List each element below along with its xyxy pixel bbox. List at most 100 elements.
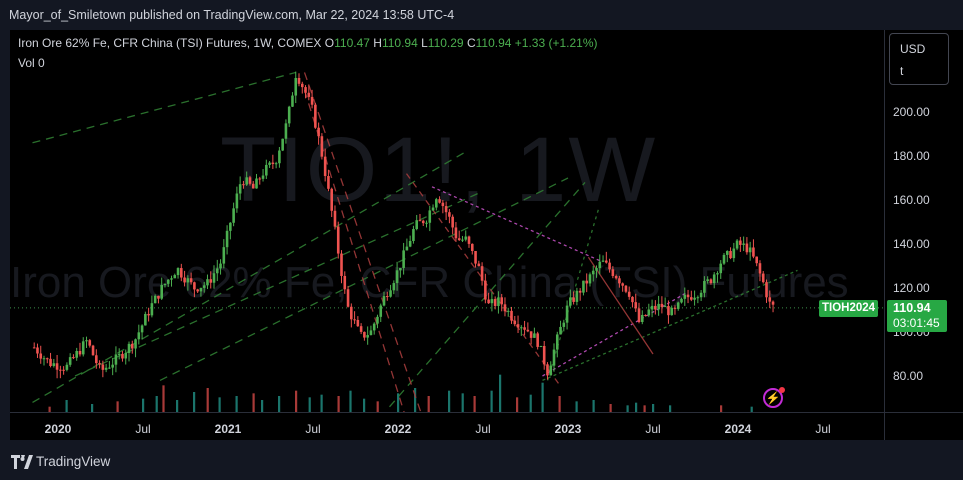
volume-bar (48, 406, 51, 412)
candle-body (251, 183, 255, 189)
candle-body (542, 345, 546, 365)
candle-body (242, 184, 245, 186)
candle-body (196, 289, 199, 292)
candle-body (356, 319, 360, 327)
candle-body (163, 283, 167, 285)
trend-line (159, 177, 569, 381)
candle-body (336, 226, 340, 254)
candle-body (484, 280, 487, 300)
candle-body (78, 350, 82, 355)
candle-body (320, 136, 324, 157)
candle-body (660, 303, 664, 308)
volume-bar (206, 388, 209, 412)
candle-body (451, 216, 454, 228)
candle-body (706, 279, 709, 282)
candle-body (353, 319, 356, 321)
candle-body (108, 367, 111, 369)
candle-body (598, 261, 602, 269)
candle-body (676, 302, 680, 309)
low-label: L (421, 36, 428, 50)
candle-body (199, 287, 203, 292)
volume-value: 0 (38, 56, 45, 70)
candle-body (72, 357, 75, 359)
candle-body (346, 289, 350, 307)
time-tick-label: 2020 (44, 422, 72, 436)
candle-body (153, 295, 157, 304)
candle-body (137, 332, 141, 340)
candle-body (189, 278, 193, 283)
lightning-icon[interactable]: ⚡ (763, 388, 783, 408)
candle-body (516, 324, 520, 328)
volume-legend: Vol 0 (18, 56, 45, 70)
candle-body (144, 313, 147, 326)
candle-body (147, 313, 150, 316)
candle-body (193, 282, 196, 290)
candle-body (202, 285, 206, 288)
candle-body (477, 263, 481, 267)
close-label: C (466, 36, 476, 50)
candle-body (670, 307, 673, 316)
candle-body (399, 267, 402, 271)
volume-bar (162, 385, 165, 412)
candle-body (124, 353, 128, 359)
bar-countdown: 03:01:45 (893, 316, 940, 330)
candle-body (382, 296, 386, 306)
candle-body (722, 254, 726, 264)
candle-body (555, 334, 559, 350)
candle-body (578, 290, 582, 293)
candle-body (62, 369, 65, 371)
candle-body (45, 358, 49, 360)
volume-bar (461, 393, 464, 412)
candle-body (359, 326, 363, 332)
candle-body (497, 297, 500, 306)
volume-bar (592, 400, 595, 412)
candle-body (130, 343, 134, 349)
candle-body (258, 178, 262, 180)
candle-body (618, 278, 621, 284)
volume-bar (308, 397, 311, 412)
price-chart[interactable] (10, 30, 884, 412)
candle-body (206, 279, 209, 286)
candle-body (222, 247, 226, 264)
candle-body (634, 302, 638, 309)
candle-body (614, 275, 618, 279)
candle-body (68, 357, 72, 365)
trend-line (389, 181, 586, 408)
volume-bar (427, 396, 430, 412)
candle-body (385, 296, 389, 298)
candle-body (297, 77, 301, 84)
candle-body (350, 306, 353, 320)
candle-body (591, 270, 595, 275)
candle-body (631, 296, 634, 303)
candle-body (454, 227, 458, 239)
currency-unit-button[interactable]: USD t (889, 33, 949, 85)
trend-line (542, 269, 798, 381)
candle-body (601, 260, 605, 262)
volume-bar (142, 398, 145, 412)
candle-body (333, 210, 337, 227)
candle-body (428, 210, 432, 223)
candle-body (539, 345, 543, 347)
time-axis[interactable]: 2020 Jul 2021 Jul 2022 Jul 2023 Jul 2024 Jul (10, 412, 884, 441)
candle-body (608, 262, 611, 270)
candle-body (49, 358, 52, 366)
price-tick-label: 160.00 (893, 193, 930, 207)
candle-body (725, 250, 729, 255)
time-tick-label: Jul (135, 422, 151, 436)
chart-plot-area[interactable]: TIO1!, 1W Iron Ore 62% Fe, CFR China (TS… (10, 30, 884, 412)
change-value: +1.33 (+1.21%) (514, 36, 598, 50)
candle-body (294, 77, 298, 96)
trend-line (587, 256, 654, 355)
candle-body (284, 123, 288, 139)
trend-line (431, 186, 603, 263)
candle-body (690, 297, 693, 300)
candle-body (546, 364, 549, 376)
price-axis[interactable]: 200.00 180.00 160.00 140.00 120.00 100.00 80.0… (884, 30, 963, 412)
volume-bar (376, 401, 379, 412)
symbol-badge: TIOH2024 (819, 300, 879, 317)
candle-body (680, 298, 683, 303)
candle-body (559, 326, 562, 335)
candle-body (127, 343, 131, 354)
price-tick-label: 80.00 (893, 369, 924, 383)
candle-body (268, 162, 271, 165)
